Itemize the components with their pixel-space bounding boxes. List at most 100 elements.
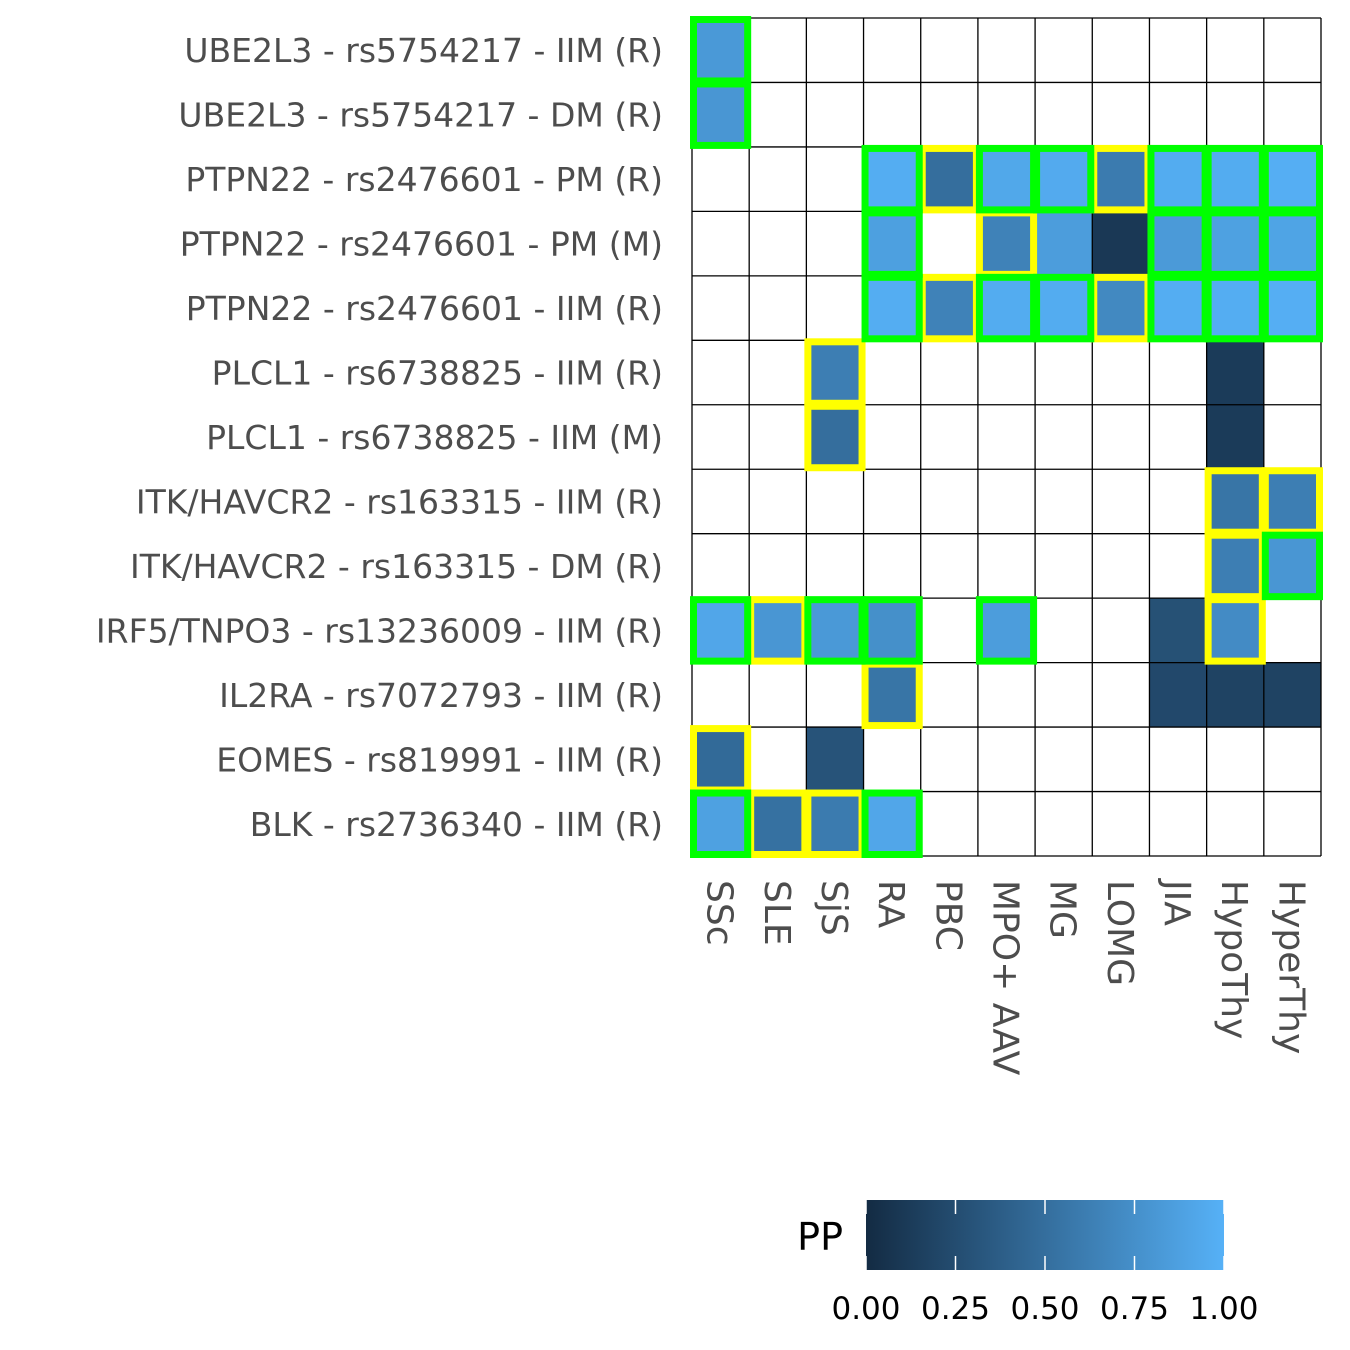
heatmap-cell	[1092, 211, 1150, 276]
cell-highlight-green	[1033, 273, 1095, 343]
heatmap-cell	[1092, 275, 1150, 341]
cell-highlight-green	[1261, 531, 1324, 601]
row-label: PTPN22 - rs2476601 - PM (R)	[185, 160, 663, 199]
column-label: SLE	[756, 880, 797, 946]
heatmap-cell	[1206, 598, 1264, 663]
column-label: MPO+ AAV	[985, 880, 1026, 1076]
heatmap-cell	[806, 598, 864, 663]
heatmap-cell	[1035, 146, 1093, 212]
column-label: JIA	[1156, 878, 1197, 926]
heatmap-cell	[863, 146, 921, 212]
heatmap-cell	[1206, 469, 1264, 534]
heatmap-cell	[1149, 275, 1207, 341]
cell-highlight-green	[861, 596, 923, 665]
heatmap-cell	[920, 275, 978, 341]
heatmap-cell	[1206, 275, 1264, 341]
column-label: SjS	[813, 880, 854, 936]
column-label: LOMG	[1099, 880, 1140, 986]
heatmap-cell	[1149, 662, 1207, 728]
heatmap-cell	[863, 275, 921, 341]
heatmap-cell	[1149, 598, 1207, 663]
colorbar-tick-label: 0.00	[831, 1291, 900, 1327]
heatmap-cell	[1206, 404, 1264, 470]
heatmap-cell	[1263, 146, 1321, 212]
heatmap-cell	[692, 598, 750, 663]
heatmap-cell	[692, 82, 750, 147]
colorbar-tick-label: 0.25	[921, 1291, 990, 1327]
cell-highlight-green	[1261, 273, 1324, 343]
row-label: ITK/HAVCR2 - rs163315 - DM (R)	[130, 547, 663, 586]
heatmap-cell	[1149, 146, 1207, 212]
cell-layer	[692, 18, 1321, 856]
heatmap-cell	[1092, 146, 1150, 212]
heatmap-cell	[977, 211, 1036, 276]
heatmap-cell	[1263, 275, 1321, 341]
colorbar-ticks: 0.00 0.25 0.50 0.75 1.00	[831, 1200, 1259, 1327]
cell-highlight-yellow	[1204, 596, 1266, 665]
cell-highlight-green	[975, 596, 1038, 665]
heatmap-cell	[1035, 275, 1093, 341]
heatmap-cell	[920, 146, 978, 212]
heatmap-cell	[863, 791, 921, 856]
heatmap-cell	[749, 598, 807, 663]
heatmap-cell	[1206, 146, 1264, 212]
highlight-layer	[690, 16, 1324, 858]
row-label: ITK/HAVCR2 - rs163315 - IIM (R)	[136, 482, 663, 521]
heatmap-cell	[1035, 211, 1093, 276]
row-label: BLK - rs2736340 - IIM (R)	[250, 805, 663, 844]
cell-highlight-green	[690, 80, 752, 149]
colorbar-tick-label: 0.50	[1010, 1291, 1079, 1327]
column-label: RA	[870, 880, 911, 929]
heatmap-cell	[1206, 211, 1264, 276]
row-label: PLCL1 - rs6738825 - IIM (R)	[212, 354, 663, 393]
column-label: PBC	[927, 880, 968, 951]
heatmap-cell	[749, 791, 807, 856]
heatmap-cell	[977, 275, 1036, 341]
cell-highlight-yellow	[804, 402, 866, 472]
row-label: IL2RA - rs7072793 - IIM (R)	[219, 676, 663, 715]
heatmap-cell	[692, 18, 750, 83]
colorbar-tick-label: 0.75	[1100, 1291, 1169, 1327]
column-label: SSc	[699, 880, 740, 946]
row-labels: UBE2L3 - rs5754217 - IIM (R) UBE2L3 - rs5…	[96, 31, 663, 844]
heatmap-cell	[863, 598, 921, 663]
heatmap-cell	[692, 727, 750, 792]
colorbar-title: PP	[797, 1215, 843, 1259]
heatmap-cell	[806, 791, 864, 856]
row-label: PTPN22 - rs2476601 - IIM (R)	[186, 289, 663, 328]
row-label: IRF5/TNPO3 - rs13236009 - IIM (R)	[96, 611, 663, 650]
cell-highlight-green	[690, 596, 752, 665]
heatmap-cell	[977, 146, 1036, 212]
heatmap-cell	[692, 791, 750, 856]
heatmap-cell	[806, 727, 864, 792]
row-label: UBE2L3 - rs5754217 - IIM (R)	[184, 31, 663, 70]
heatmap-cell	[1206, 662, 1264, 728]
heatmap-cell	[1206, 533, 1264, 599]
column-label: HyperThy	[1270, 880, 1311, 1054]
row-label: EOMES - rs819991 - IIM (R)	[216, 740, 663, 779]
row-label: UBE2L3 - rs5754217 - DM (R)	[178, 96, 663, 135]
heatmap-cell	[863, 211, 921, 276]
colorbar-tick-label: 1.00	[1189, 1291, 1258, 1327]
heatmap-cell	[806, 340, 864, 405]
column-labels: SSc SLE SjS RA PBC MPO+ AAV MG LOMG JIA HypoThy Hy…	[699, 878, 1312, 1076]
row-label: PLCL1 - rs6738825 - IIM (M)	[206, 418, 663, 457]
cell-highlight-green	[861, 789, 923, 858]
heatmap-cell	[1263, 533, 1321, 599]
heatmap-cell	[1263, 662, 1321, 728]
heatmap-cell	[1206, 340, 1264, 405]
heatmap-cell	[1263, 469, 1321, 534]
colorbar-legend: PP 0.00 0.25 0.50 0.75 1.00	[797, 1200, 1259, 1327]
heatmap-cell	[863, 662, 921, 728]
cell-highlight-green	[1033, 144, 1095, 214]
column-label: HypoThy	[1213, 880, 1254, 1039]
heatmap-cell	[1263, 211, 1321, 276]
heatmap-cell	[977, 598, 1036, 663]
cell-highlight-green	[690, 789, 752, 858]
cell-highlight-green	[861, 273, 923, 343]
heatmap-cell	[806, 404, 864, 470]
column-label: MG	[1042, 880, 1083, 939]
heatmap-cell	[1149, 211, 1207, 276]
row-label: PTPN22 - rs2476601 - PM (M)	[180, 225, 663, 264]
